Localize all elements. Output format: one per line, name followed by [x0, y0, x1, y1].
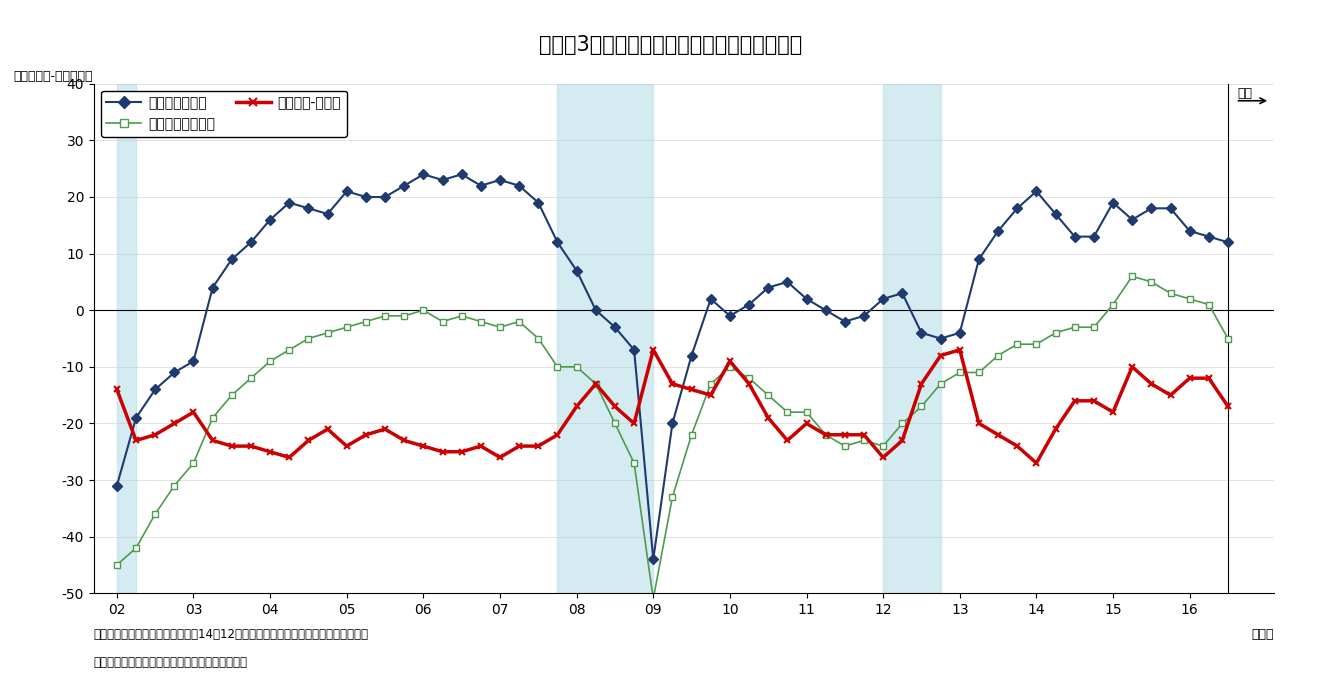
Text: 予測: 予測: [1238, 87, 1252, 100]
Bar: [558, 84, 653, 593]
Legend: 大企業・全産業, 中小企業・全産業, 中小企業-大企業: 大企業・全産業, 中小企業・全産業, 中小企業-大企業: [101, 91, 346, 137]
Text: （年）: （年）: [1251, 628, 1274, 641]
Bar: [117, 84, 135, 593]
Bar: [884, 84, 940, 593]
Text: （図表3）　大企業と中小企業の差（全産業）: （図表3） 大企業と中小企業の差（全産業）: [539, 35, 802, 55]
Text: （注）シャドーは景気後退期間、14年12月調査以降は調査対象見直し後の新ベース: （注）シャドーは景気後退期間、14年12月調査以降は調査対象見直し後の新ベース: [94, 628, 369, 641]
Text: （「良い」-「悪い」）: （「良い」-「悪い」）: [13, 70, 93, 83]
Text: （資料）日本銀行「全国企業短期経済観測調査」: （資料）日本銀行「全国企業短期経済観測調査」: [94, 656, 248, 669]
